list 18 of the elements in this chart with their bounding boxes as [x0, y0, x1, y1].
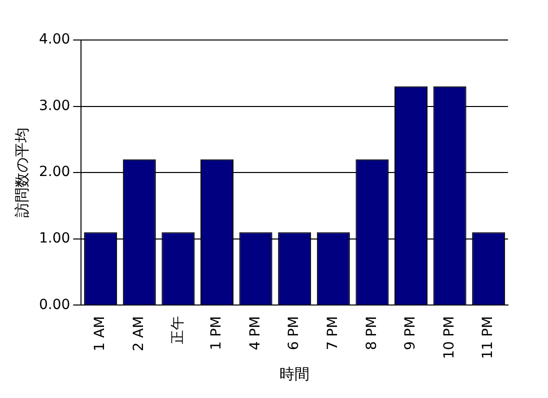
y-tick-label: 2.00 [39, 164, 70, 180]
x-tick-label: 10 PM [441, 316, 458, 360]
x-tick-label: 2 AM [131, 316, 148, 352]
x-tick-label: 1 AM [92, 316, 108, 352]
x-tick-label: 8 PM [364, 316, 380, 350]
x-tick-label: 6 PM [286, 316, 302, 350]
x-tick-label: 9 PM [402, 316, 419, 350]
x-tick-label: 7 PM [325, 316, 342, 350]
y-tick-label: 1.00 [39, 230, 70, 247]
x-tick-label: 1 PM [208, 316, 225, 350]
x-tick-label: 11 PM [480, 316, 496, 360]
y-tick-label: 4.00 [39, 32, 70, 48]
x-axis-title: 時間 [280, 364, 310, 383]
y-tick-label: 0.00 [39, 296, 70, 313]
y-tick-label: 3.00 [39, 98, 70, 114]
x-tick-label: 正午 [170, 316, 186, 344]
x-tick-label: 4 PM [247, 316, 264, 350]
y-axis-title: 訪問数の平均 [12, 128, 31, 218]
